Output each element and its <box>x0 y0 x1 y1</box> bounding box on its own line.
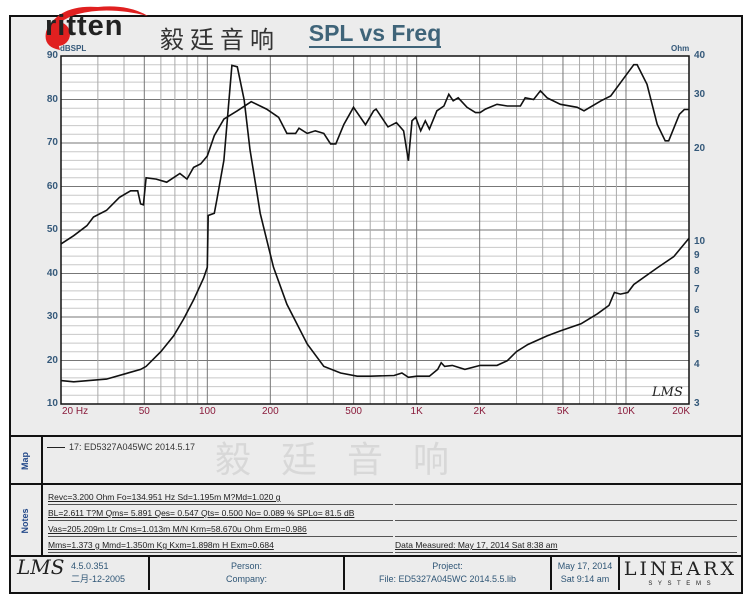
y-right-tick: 10 <box>694 236 706 248</box>
note-line-2: BL=2.611 T?M Qms= 5.891 Qes= 0.547 Qts= … <box>48 508 355 518</box>
x-tick: 100 <box>198 406 216 417</box>
y-left-tick: 60 <box>46 180 58 192</box>
y-right-tick: 3 <box>694 398 700 409</box>
y-left-tick: 70 <box>46 137 58 148</box>
linearx-logo: LINEARX S Y S T E M S <box>623 558 738 588</box>
lms-logo: LMS <box>17 555 65 579</box>
legend-date: 2014.5.17 <box>155 442 196 452</box>
y-right-tick: 30 <box>694 88 706 100</box>
plot-border <box>60 55 690 405</box>
note-line-1: Revc=3.200 Ohm Fo=134.951 Hz Sd=1.195m M… <box>48 492 281 502</box>
legend-entry: 17: ED5327A045WC <box>69 442 153 452</box>
logo-swoosh-icon <box>45 6 148 50</box>
x-tick: 200 <box>261 406 279 417</box>
y-right-tick: 9 <box>694 250 700 262</box>
build-date: 二月-12-2005 <box>71 574 126 584</box>
x-tick: 5K <box>556 406 570 417</box>
y-right-tick: 40 <box>694 50 706 61</box>
y-left-label: dBSPL <box>60 44 87 53</box>
map-label: Map <box>9 437 43 485</box>
y-right-tick: 6 <box>694 304 700 316</box>
footer: LMS 4.5.0.351 二月-12-2005 Person: Company:… <box>9 555 741 592</box>
notes-panel: Notes Revc=3.200 Ohm Fo=134.951 Hz Sd=1.… <box>9 483 741 557</box>
y-right-tick: 8 <box>694 266 700 278</box>
y-left-tick: 80 <box>46 93 58 105</box>
note-line-3: Vas=205.209m Ltr Cms=1.013m M/N Krm=58.6… <box>48 524 307 534</box>
footer-person-cell: Person: Company: <box>150 557 345 590</box>
spl-chart: LMS <box>60 55 690 405</box>
spl-curve <box>60 63 689 245</box>
note-line-4: Mms=1.373 g Mmd=1.350m Kg Kxm=1.898m H E… <box>48 540 274 550</box>
x-tick: 50 <box>138 406 150 417</box>
footer-project-cell: Project: File: ED5327A045WC 2014.5.5.lib <box>345 557 552 590</box>
y-right-tick: 5 <box>694 329 700 341</box>
y-left-tick: 40 <box>46 267 58 279</box>
watermark: 毅廷音响 <box>215 439 480 480</box>
data-measured: Data Measured: May 17, 2014 Sat 8:38 am <box>395 540 558 550</box>
y-left-tick: 10 <box>46 398 58 409</box>
y-right-tick: 7 <box>694 284 700 296</box>
x-tick: 500 <box>345 406 362 417</box>
x-tick: 1K <box>410 406 423 417</box>
y-left-tick: 30 <box>46 311 58 322</box>
version: 4.5.0.351 <box>71 561 109 571</box>
y-right-tick: 4 <box>694 359 700 371</box>
y-left-tick: 50 <box>46 224 58 235</box>
x-tick: 20K <box>672 406 690 417</box>
y-right-tick: 20 <box>694 143 706 155</box>
x-tick: 2K <box>473 406 486 417</box>
logo-text: ritten <box>45 10 124 42</box>
footer-date-cell: May 17, 2014 Sat 9:14 am <box>552 557 620 590</box>
y-left-tick: 20 <box>46 354 58 366</box>
legend-line <box>47 447 65 448</box>
logo-chinese: 毅廷音响 <box>160 27 280 54</box>
x-tick: 20 Hz <box>62 406 89 417</box>
x-tick: 10K <box>617 406 635 417</box>
chart-title: SPL vs Freq <box>308 20 442 48</box>
notes-label: Notes <box>9 485 43 557</box>
lms-annotation: LMS <box>651 385 683 400</box>
y-right-label: Ohm <box>671 44 690 53</box>
impedance-curve <box>60 64 690 383</box>
y-left-tick: 90 <box>46 50 58 61</box>
footer-version-cell: LMS 4.5.0.351 二月-12-2005 <box>9 557 150 590</box>
map-panel: Map 17: ED5327A045WC 2014.5.17 <box>9 435 741 485</box>
